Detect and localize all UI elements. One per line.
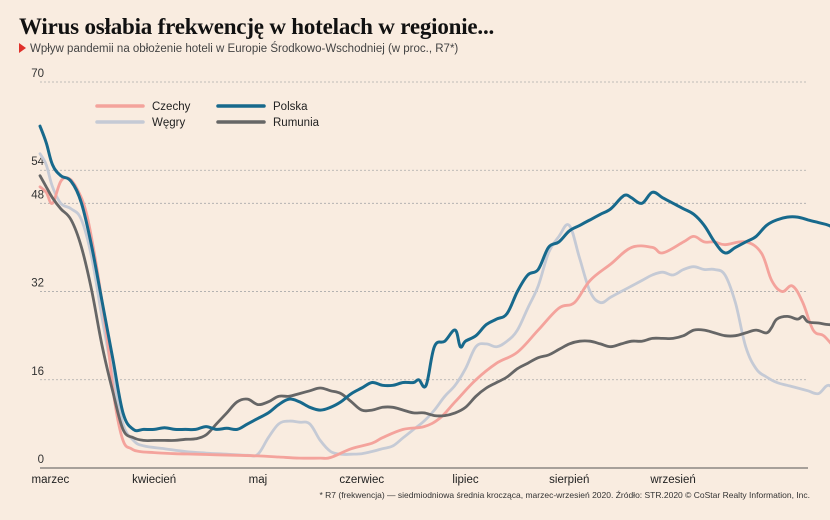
series-lines [38, 124, 830, 460]
x-axis-ticks: marzec kwiecień maj czerwiec lipiec sierpień w… [32, 474, 696, 486]
legend-label: Rumunia [273, 117, 320, 129]
y-tick-label: 48 [31, 189, 44, 201]
legend-label: Czechy [152, 101, 191, 113]
x-tick-label: marzec [32, 474, 70, 486]
x-tick-label: kwiecień [132, 474, 176, 486]
legend: Czechy Węgry Polska Rumunia [95, 101, 320, 129]
x-tick-label: czerwiec [339, 474, 384, 486]
y-tick-label: 70 [31, 68, 44, 80]
y-tick-label: 16 [31, 366, 44, 378]
x-tick-label: sierpień [549, 474, 589, 486]
y-tick-label: 54 [31, 156, 44, 168]
x-tick-label: lipiec [452, 474, 478, 486]
chart-subtitle: Wpływ pandemii na obłożenie hoteli w Eur… [19, 43, 458, 55]
triangle-marker-icon [19, 43, 26, 53]
x-tick-label: maj [249, 474, 268, 486]
footnote: * R7 (frekwencja) — siedmiodniowa średni… [319, 490, 811, 500]
y-tick-label: 32 [31, 278, 44, 290]
legend-label: Węgry [152, 117, 185, 129]
legend-label: Polska [273, 101, 308, 113]
chart-subtitle-text: Wpływ pandemii na obłożenie hoteli w Eur… [30, 43, 459, 55]
y-axis-ticks: 0 16 32 48 54 70 [31, 68, 44, 466]
series-line-rumunia [38, 174, 830, 443]
series-line-polska [38, 124, 830, 433]
chart-title: Wirus osłabia frekwencję w hotelach w re… [19, 14, 495, 39]
y-tick-label: 0 [38, 454, 44, 466]
grid-lines [40, 81, 808, 469]
series-line-węgry [38, 152, 830, 458]
x-tick-label: wrzesień [649, 474, 695, 486]
